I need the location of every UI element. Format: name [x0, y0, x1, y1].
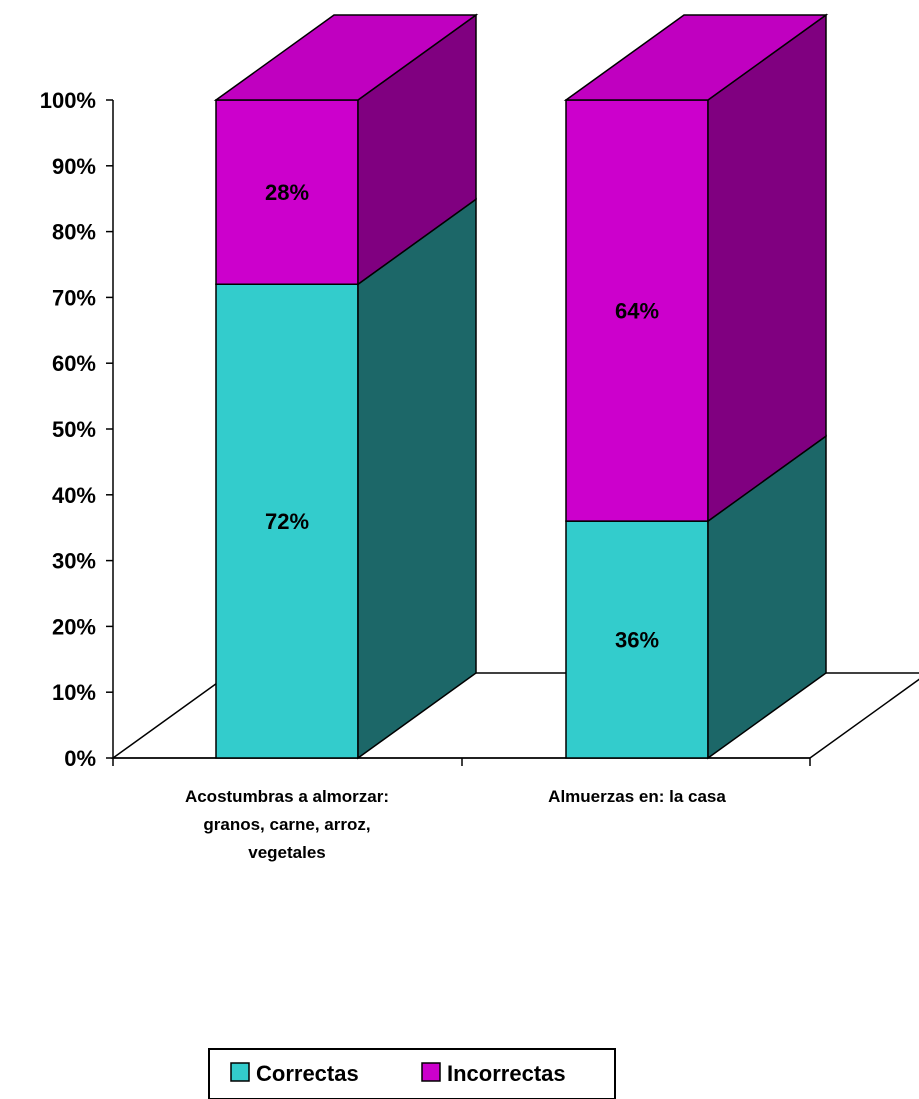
bar-top: [213, 14, 479, 101]
legend-box: [208, 1048, 616, 1099]
y-tick-label: 100%: [40, 88, 96, 113]
y-tick-label: 30%: [52, 549, 96, 574]
category-label: vegetales: [248, 843, 326, 862]
y-axis: 0% 10% 20% 30% 40% 50% 60% 70% 80% 90% 100%: [40, 88, 114, 771]
category-label: Acostumbras a almorzar:: [185, 787, 389, 806]
y-tick-label: 50%: [52, 417, 96, 442]
y-tick-label: 40%: [52, 483, 96, 508]
legend[interactable]: Correctas Incorrectas: [208, 1048, 616, 1099]
bar-side: [707, 13, 827, 523]
legend-swatch-correctas: [230, 1062, 250, 1082]
y-tick-label: 0%: [64, 746, 96, 771]
data-label: 28%: [265, 180, 309, 205]
legend-swatch-incorrectas: [421, 1062, 441, 1082]
legend-label-correctas: Correctas: [256, 1061, 359, 1086]
y-tick-label: 70%: [52, 285, 96, 310]
bar-segment-correctas: [215, 197, 477, 760]
category-label: Almuerzas en: la casa: [548, 787, 726, 806]
bar-segment-incorrectas: [563, 13, 829, 523]
y-tick-label: 90%: [52, 154, 96, 179]
data-label: 36%: [615, 628, 659, 653]
bars: [213, 13, 829, 760]
y-tick-label: 60%: [52, 351, 96, 376]
y-tick-label: 10%: [52, 680, 96, 705]
data-label: 64%: [615, 299, 659, 324]
data-labels: 72% 28% 36% 64%: [265, 180, 659, 652]
bar-side: [357, 197, 477, 760]
legend-label-incorrectas: Incorrectas: [447, 1061, 566, 1086]
data-label: 72%: [265, 509, 309, 534]
bar-segment-incorrectas: [213, 13, 479, 286]
x-axis: Acostumbras a almorzar: granos, carne, ar…: [112, 757, 811, 862]
y-tick-label: 20%: [52, 614, 96, 639]
y-tick-label: 80%: [52, 220, 96, 245]
bar-segment-correctas: [565, 434, 827, 760]
category-label: granos, carne, arroz,: [203, 815, 370, 834]
bar-top: [563, 14, 829, 101]
